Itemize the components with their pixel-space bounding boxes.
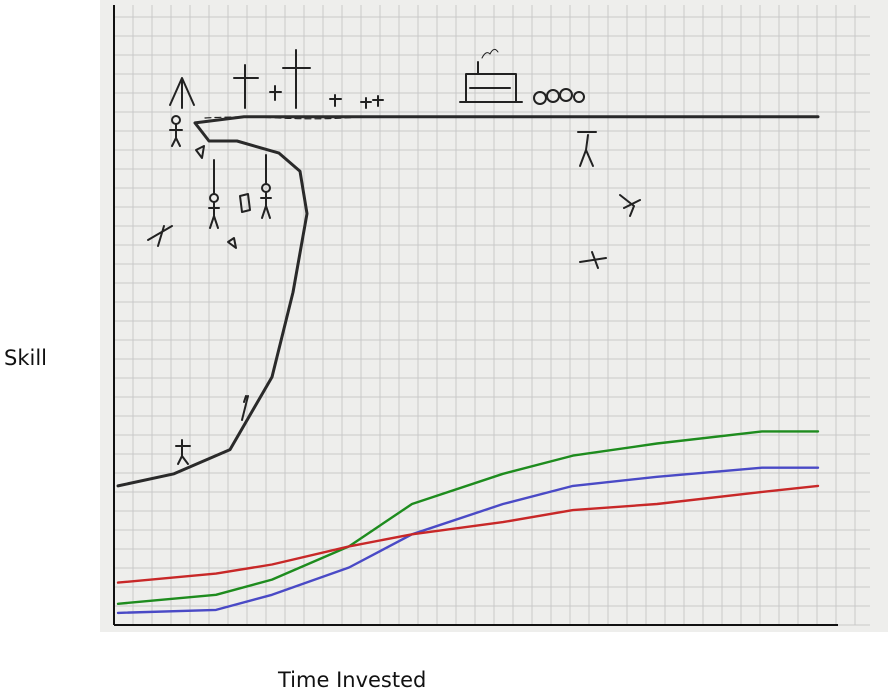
series-line-3 — [116, 484, 820, 584]
grave-cross-icon — [282, 49, 311, 109]
cliff-sketch-illustration — [147, 48, 641, 465]
series-line-1 — [116, 430, 820, 605]
gallows-icon — [169, 77, 195, 109]
y-axis-label: Skill — [4, 346, 47, 370]
grave-cross-icon — [233, 64, 259, 109]
axes — [113, 5, 838, 626]
stick-figure-icon — [171, 115, 181, 125]
x-axis-label: Time Invested — [278, 668, 427, 692]
stick-figure-icon — [619, 194, 641, 217]
series-line-2 — [116, 466, 820, 615]
grid — [113, 5, 870, 626]
grave-cross-icon — [329, 94, 342, 107]
stick-figure-icon — [147, 225, 173, 247]
stick-figure-icon — [579, 251, 607, 269]
data-lines — [116, 115, 820, 615]
stick-figure-icon — [577, 131, 597, 167]
cliff-curve-line — [116, 115, 820, 488]
grave-cross-icon — [269, 85, 282, 101]
